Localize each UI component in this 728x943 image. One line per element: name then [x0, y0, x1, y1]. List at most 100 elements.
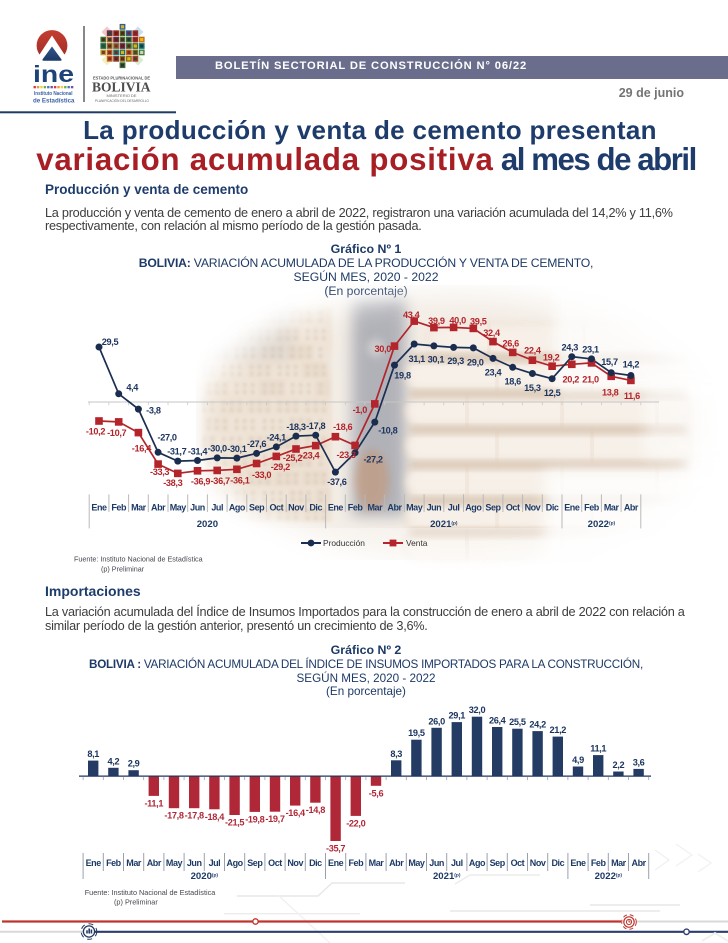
svg-text:-36,9: -36,9 — [191, 477, 210, 487]
svg-text:4,9: 4,9 — [572, 755, 584, 765]
svg-text:-1,0: -1,0 — [353, 405, 368, 415]
svg-text:Jun: Jun — [187, 858, 202, 868]
svg-text:Dic: Dic — [309, 858, 322, 868]
svg-text:-19,8: -19,8 — [245, 814, 264, 824]
svg-text:-11,1: -11,1 — [144, 798, 163, 808]
svg-text:11,1: 11,1 — [590, 744, 606, 754]
svg-text:-10,2: -10,2 — [86, 426, 105, 436]
svg-text:Ene: Ene — [86, 858, 102, 868]
svg-text:Jul: Jul — [211, 503, 223, 513]
svg-text:-18,6: -18,6 — [333, 422, 352, 432]
svg-text:4,2: 4,2 — [108, 756, 120, 766]
svg-text:Feb: Feb — [591, 858, 607, 868]
svg-text:19,2: 19,2 — [543, 353, 560, 363]
svg-text:Ene: Ene — [570, 858, 586, 868]
svg-text:-27,0: -27,0 — [157, 433, 176, 443]
svg-text:14,2: 14,2 — [623, 359, 640, 369]
svg-text:26,0: 26,0 — [428, 716, 445, 726]
svg-text:-16,4: -16,4 — [132, 443, 152, 453]
svg-text:-3,8: -3,8 — [146, 405, 161, 415]
svg-text:-19,7: -19,7 — [265, 814, 284, 824]
svg-text:-10,8: -10,8 — [378, 425, 397, 435]
svg-text:May: May — [408, 858, 425, 868]
svg-text:Sep: Sep — [247, 858, 263, 868]
svg-text:Dic: Dic — [551, 858, 564, 868]
svg-text:23,4: 23,4 — [485, 368, 503, 378]
svg-text:Ago: Ago — [465, 503, 482, 513]
svg-text:May: May — [406, 503, 423, 513]
svg-text:(p) Preliminar: (p) Preliminar — [101, 565, 145, 574]
svg-text:32,0: 32,0 — [469, 705, 486, 715]
svg-text:Jun: Jun — [427, 503, 442, 513]
svg-text:24,2: 24,2 — [529, 720, 546, 730]
svg-text:15,3: 15,3 — [524, 383, 541, 393]
svg-text:Ene: Ene — [91, 503, 107, 513]
svg-text:-37,6: -37,6 — [327, 477, 346, 487]
svg-text:31,1: 31,1 — [408, 354, 425, 364]
svg-text:Jun: Jun — [429, 858, 444, 868]
svg-text:15,7: 15,7 — [601, 357, 618, 367]
svg-text:-10,7: -10,7 — [107, 428, 126, 438]
svg-text:Abr: Abr — [151, 503, 166, 513]
svg-text:29,5: 29,5 — [102, 337, 119, 347]
svg-text:21,0: 21,0 — [582, 375, 599, 385]
svg-text:Nov: Nov — [525, 503, 541, 513]
svg-text:8,1: 8,1 — [87, 749, 99, 759]
svg-text:-25,2: -25,2 — [283, 453, 302, 463]
svg-text:Fuente: Instituto Nacional de: Fuente: Instituto Nacional de Estadístic… — [85, 888, 217, 897]
svg-text:Abr: Abr — [387, 503, 402, 513]
svg-text:26,4: 26,4 — [489, 716, 507, 726]
svg-text:19,8: 19,8 — [394, 370, 411, 380]
svg-text:22,4: 22,4 — [524, 346, 542, 356]
svg-text:MINISTERIO DE: MINISTERIO DE — [106, 93, 136, 98]
svg-text:2,2: 2,2 — [613, 760, 625, 770]
svg-text:Abr: Abr — [147, 858, 162, 868]
svg-text:2022(p): 2022(p) — [595, 871, 623, 882]
svg-text:PLANIFICACIÓN DEL DESARROLLO: PLANIFICACIÓN DEL DESARROLLO — [95, 98, 149, 103]
svg-text:19,5: 19,5 — [408, 728, 425, 738]
svg-text:-17,8: -17,8 — [164, 811, 183, 821]
svg-text:Mar: Mar — [369, 858, 385, 868]
svg-text:-35,7: -35,7 — [326, 844, 345, 854]
svg-text:-5,6: -5,6 — [369, 788, 384, 798]
svg-text:-23,3: -23,3 — [336, 450, 355, 460]
svg-text:Abr: Abr — [624, 503, 639, 513]
svg-text:Jun: Jun — [190, 503, 205, 513]
svg-text:Feb: Feb — [348, 503, 364, 513]
svg-text:Nov: Nov — [288, 503, 304, 513]
svg-text:de Estadística: de Estadística — [33, 98, 75, 105]
svg-text:Mar: Mar — [604, 503, 620, 513]
svg-text:-27,6: -27,6 — [247, 439, 266, 449]
svg-text:Jul: Jul — [209, 858, 221, 868]
svg-text:-36,7: -36,7 — [211, 476, 230, 486]
svg-text:Abr: Abr — [389, 858, 404, 868]
svg-text:Ago: Ago — [229, 503, 246, 513]
svg-text:-21,5: -21,5 — [225, 818, 244, 828]
svg-text:Ene: Ene — [328, 503, 344, 513]
svg-text:Nov: Nov — [287, 858, 303, 868]
svg-text:20,2: 20,2 — [563, 375, 580, 385]
svg-text:-17,8: -17,8 — [185, 811, 204, 821]
svg-text:Mar: Mar — [367, 503, 383, 513]
svg-text:Feb: Feb — [106, 858, 122, 868]
svg-text:-36,1: -36,1 — [230, 476, 249, 486]
svg-text:-22,0: -22,0 — [346, 818, 365, 828]
svg-text:2,9: 2,9 — [128, 759, 140, 769]
svg-text:Ago: Ago — [469, 858, 486, 868]
svg-text:-14,8: -14,8 — [306, 805, 325, 815]
svg-text:8,3: 8,3 — [390, 749, 402, 759]
svg-text:-16,4: -16,4 — [286, 808, 306, 818]
svg-text:Oct: Oct — [511, 858, 525, 868]
svg-text:12,5: 12,5 — [544, 388, 561, 398]
svg-text:39,9: 39,9 — [428, 316, 445, 326]
svg-text:2020: 2020 — [197, 519, 218, 530]
svg-text:-17,8: -17,8 — [306, 421, 325, 431]
svg-text:Ene: Ene — [564, 503, 580, 513]
svg-text:26,6: 26,6 — [502, 339, 519, 349]
svg-text:-33,0: -33,0 — [252, 470, 271, 480]
svg-text:-30,1: -30,1 — [227, 444, 246, 454]
svg-text:Feb: Feb — [111, 503, 127, 513]
svg-text:29,1: 29,1 — [449, 711, 466, 721]
svg-text:Ago: Ago — [227, 858, 244, 868]
svg-text:40,0: 40,0 — [449, 316, 466, 326]
